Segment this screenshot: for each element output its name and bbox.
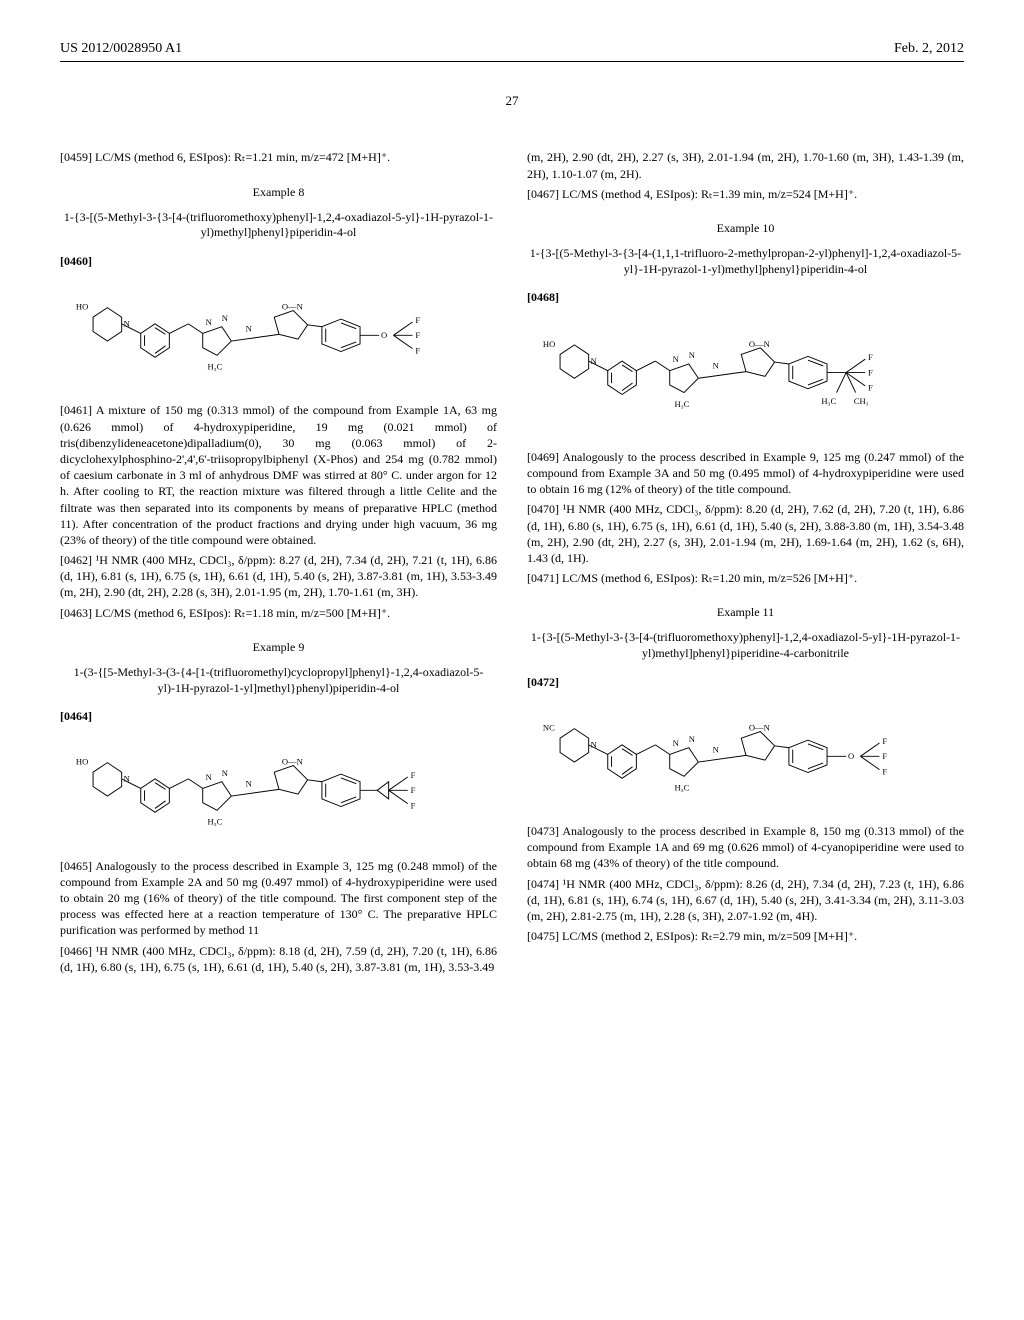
ex10-h3c-label: H₃C	[821, 396, 836, 406]
ex11-o-label: O	[848, 751, 854, 761]
para-0466-cont: (m, 2H), 2.90 (dt, 2H), 2.27 (s, 3H), 2.…	[527, 149, 964, 181]
svg-text:N: N	[123, 774, 129, 784]
ex8-ho-label: HO	[75, 302, 87, 312]
ex9-f2-label: F	[410, 786, 415, 796]
structure-ex10: HO N N N N O—N H₃C F F F H₃C CH₃	[527, 316, 964, 435]
pnum-0468: [0468]	[527, 290, 559, 304]
structure-ex8: HO N N N N O—N H₃C O F F F	[60, 279, 497, 388]
svg-text:N: N	[205, 317, 211, 327]
ex8-f3-label: F	[415, 346, 420, 356]
pnum-0460: [0460]	[60, 254, 92, 268]
svg-text:N: N	[221, 313, 227, 323]
svg-text:N: N	[712, 360, 718, 370]
svg-text:N: N	[245, 324, 251, 334]
ex11-ch3-label: H₃C	[674, 782, 689, 792]
example-10-name: 1-{3-[(5-Methyl-3-{3-[4-(1,1,1-trifluoro…	[527, 246, 964, 277]
example-10-title: Example 10	[527, 220, 964, 236]
ex11-on-label: O—N	[748, 722, 769, 732]
ex10-ch3b-label: CH₃	[853, 396, 868, 406]
ex8-on-label: O—N	[281, 302, 302, 312]
para-0460: [0460]	[60, 253, 497, 269]
para-0472: [0472]	[527, 674, 964, 690]
ex8-o-label: O	[381, 330, 387, 340]
example-8-name: 1-{3-[(5-Methyl-3-{3-[4-(trifluoromethox…	[60, 210, 497, 241]
para-0473: [0473] Analogously to the process descri…	[527, 823, 964, 872]
svg-text:N: N	[672, 354, 678, 364]
ex8-f2-label: F	[415, 330, 420, 340]
ex11-f3-label: F	[882, 766, 887, 776]
para-0462: [0462] ¹H NMR (400 MHz, CDCl₃, δ/ppm): 8…	[60, 552, 497, 601]
para-0464: [0464]	[60, 708, 497, 724]
para-0471: [0471] LC/MS (method 6, ESIpos): Rₜ=1.20…	[527, 570, 964, 586]
ex10-ho-label: HO	[542, 338, 554, 348]
ex9-f3-label: F	[410, 801, 415, 811]
page-number: 27	[60, 92, 964, 110]
example-11-title: Example 11	[527, 604, 964, 620]
ex10-f3-label: F	[868, 382, 873, 392]
svg-text:N: N	[245, 779, 251, 789]
example-8-title: Example 8	[60, 184, 497, 200]
ex10-on-label: O—N	[748, 338, 769, 348]
structure-ex9: HO N N N N O—N H₃C F F F	[60, 734, 497, 843]
publication-date: Feb. 2, 2012	[894, 40, 964, 59]
para-0463: [0463] LC/MS (method 6, ESIpos): Rₜ=1.18…	[60, 605, 497, 621]
para-0468: [0468]	[527, 289, 964, 305]
ex9-f1-label: F	[410, 770, 415, 780]
para-0467: [0467] LC/MS (method 4, ESIpos): Rₜ=1.39…	[527, 186, 964, 202]
ex9-ho-label: HO	[75, 757, 87, 767]
pnum-0472: [0472]	[527, 675, 559, 689]
ex11-f2-label: F	[882, 751, 887, 761]
svg-text:N: N	[688, 350, 694, 360]
ex10-ch3-label: H₃C	[674, 398, 689, 408]
svg-text:N: N	[688, 734, 694, 744]
para-0469: [0469] Analogously to the process descri…	[527, 449, 964, 498]
pnum-0464: [0464]	[60, 709, 92, 723]
right-column: (m, 2H), 2.90 (dt, 2H), 2.27 (s, 3H), 2.…	[527, 149, 964, 978]
para-0459: [0459] LC/MS (method 6, ESIpos): Rₜ=1.21…	[60, 149, 497, 165]
para-0461: [0461] A mixture of 150 mg (0.313 mmol) …	[60, 402, 497, 548]
ex8-f1-label: F	[415, 315, 420, 325]
ex9-ch3-label: H₃C	[207, 817, 222, 827]
two-column-body: [0459] LC/MS (method 6, ESIpos): Rₜ=1.21…	[60, 149, 964, 978]
ex10-f1-label: F	[868, 352, 873, 362]
structure-ex11: NC N N N N O—N H₃C O F F F	[527, 700, 964, 809]
example-9-title: Example 9	[60, 639, 497, 655]
svg-text:N: N	[712, 744, 718, 754]
svg-text:N: N	[205, 772, 211, 782]
left-column: [0459] LC/MS (method 6, ESIpos): Rₜ=1.21…	[60, 149, 497, 978]
svg-text:N: N	[590, 356, 596, 366]
ex8-ch3-label: H₃C	[207, 362, 222, 372]
para-0475: [0475] LC/MS (method 2, ESIpos): Rₜ=2.79…	[527, 928, 964, 944]
para-0465: [0465] Analogously to the process descri…	[60, 858, 497, 939]
page-header: US 2012/0028950 A1 Feb. 2, 2012	[60, 40, 964, 62]
svg-text:N: N	[123, 319, 129, 329]
svg-text:N: N	[221, 768, 227, 778]
para-0474: [0474] ¹H NMR (400 MHz, CDCl₃, δ/ppm): 8…	[527, 876, 964, 925]
ex11-nc-label: NC	[542, 722, 554, 732]
ex11-f1-label: F	[882, 736, 887, 746]
para-0470: [0470] ¹H NMR (400 MHz, CDCl₃, δ/ppm): 8…	[527, 501, 964, 566]
para-0466: [0466] ¹H NMR (400 MHz, CDCl₃, δ/ppm): 8…	[60, 943, 497, 975]
ex10-f2-label: F	[868, 367, 873, 377]
svg-text:N: N	[590, 740, 596, 750]
ex9-on-label: O—N	[281, 757, 302, 767]
example-11-name: 1-{3-[(5-Methyl-3-{3-[4-(trifluoromethox…	[527, 630, 964, 661]
publication-number: US 2012/0028950 A1	[60, 40, 182, 59]
svg-text:N: N	[672, 738, 678, 748]
example-9-name: 1-(3-{[5-Methyl-3-(3-{4-[1-(trifluoromet…	[60, 665, 497, 696]
